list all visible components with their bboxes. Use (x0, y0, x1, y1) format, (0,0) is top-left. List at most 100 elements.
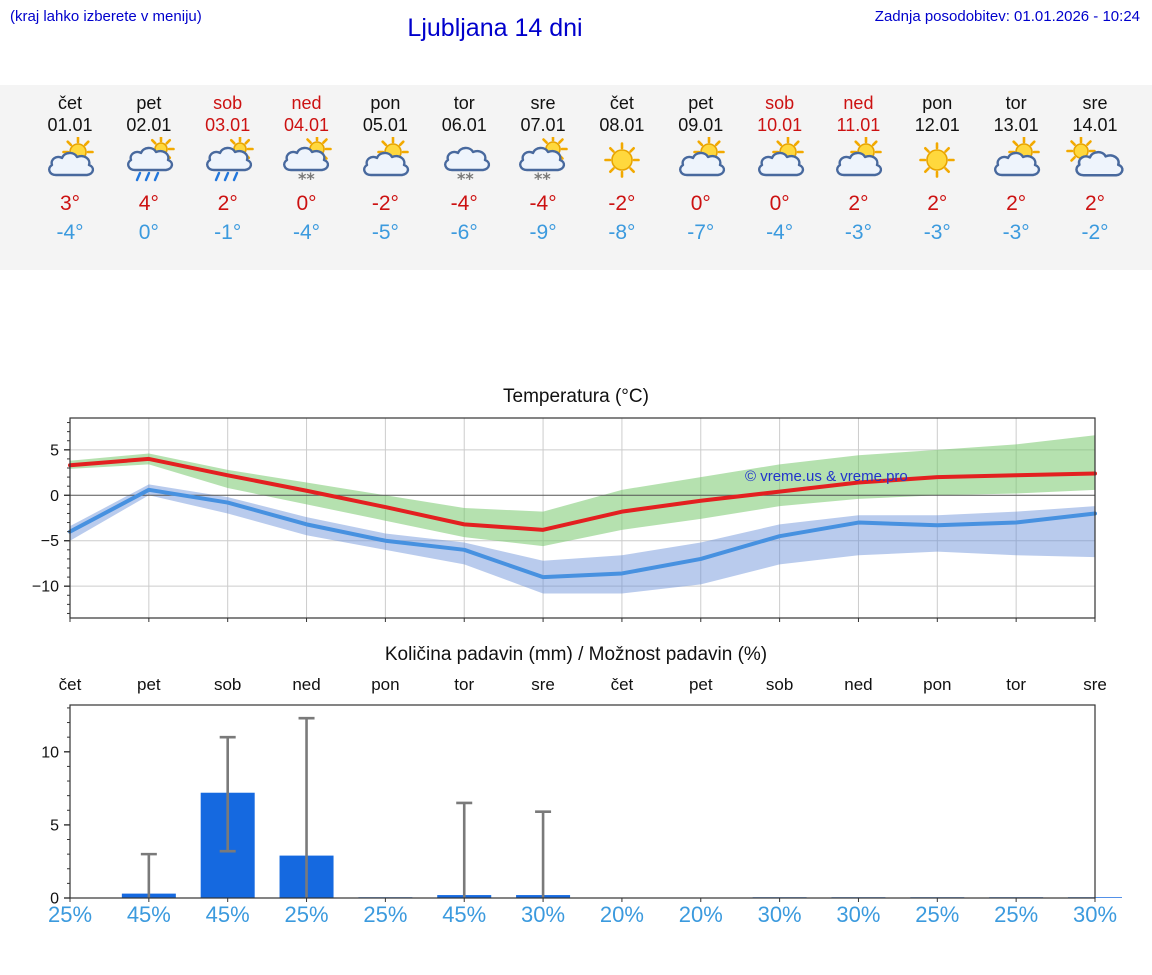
precip-day-label: ned (844, 675, 873, 694)
precipitation-chart: 0 5 10 (41, 704, 1122, 906)
forecast-day: tor 06.01 ** -4° -6° (423, 85, 505, 246)
sunny-icon (581, 137, 663, 189)
precip-probability: 30% (1072, 902, 1118, 927)
forecast-day: pon 05.01 -2° -5° (344, 85, 426, 246)
day-high-temp: 0° (769, 192, 790, 215)
partly-cloudy-icon (660, 136, 742, 189)
forecast-day: sob 03.01 2° -1° (187, 85, 269, 246)
precip-day-label: pet (688, 675, 713, 694)
day-low-temp: -9° (529, 221, 557, 244)
day-name: tor (1005, 93, 1027, 113)
precip-day-label: sre (1083, 675, 1107, 694)
precip-probability-row: 25% 45% 45% 25% 25% 45% 30% 20% 20% 30% 30% 25% 25% 3… (0, 902, 1152, 932)
day-date: 11.01 (836, 115, 881, 135)
day-high-temp: 2° (848, 192, 869, 215)
forecast-day: ned 11.01 2° -3° (817, 85, 899, 246)
forecast-day: sre 07.01 ** -4° -9° (502, 85, 584, 246)
day-date: 14.01 (1072, 115, 1118, 135)
svg-text:5: 5 (50, 442, 59, 459)
watermark: © vreme.us & vreme.pro (745, 468, 908, 485)
temperature-chart: 5 0 −5 −10 (32, 417, 1097, 622)
day-name: sre (1082, 93, 1108, 113)
forecast-day: pet 09.01 0° -7° (660, 85, 742, 246)
precip-probability: 25% (994, 902, 1039, 927)
day-date: 03.01 (205, 115, 251, 135)
day-high-temp: 2° (217, 192, 238, 215)
partly-cloudy-icon (975, 136, 1057, 189)
day-low-temp: -3° (844, 221, 872, 244)
day-date: 05.01 (362, 115, 408, 135)
snow-sun-icon: ** (502, 134, 584, 189)
precip-day-label: sob (765, 675, 794, 694)
cloudy-icon (1054, 136, 1136, 189)
day-low-temp: 0° (138, 221, 159, 244)
sunny-icon (896, 137, 978, 189)
svg-text:0: 0 (50, 891, 59, 906)
forecast-day: pet 02.01 4° 0° (108, 85, 190, 246)
svg-text:**: ** (298, 169, 315, 187)
partly-cloudy-icon (344, 136, 426, 189)
day-high-temp: 4° (138, 192, 159, 215)
day-date: 04.01 (284, 115, 330, 135)
precip-probability: 45% (205, 902, 250, 927)
day-low-temp: -3° (1002, 221, 1030, 244)
temperature-chart-title: Temperatura (°C) (503, 386, 649, 407)
partly-cloudy-icon (817, 136, 899, 189)
forecast-day: pon 12.01 2° -3° (896, 85, 978, 246)
day-date: 06.01 (441, 115, 487, 135)
day-high-temp: 0° (296, 192, 317, 215)
forecast-day: sob 10.01 0° -4° (739, 85, 821, 246)
menu-note: (kraj lahko izberete v meniju) (10, 8, 202, 25)
svg-text:5: 5 (50, 817, 59, 834)
day-high-temp: -4° (529, 192, 557, 215)
precip-day-labels: čet pet sob ned pon tor sre čet pet sob ned pon tor s… (0, 675, 1152, 699)
day-name: čet (609, 93, 634, 113)
precip-probability: 25% (47, 902, 93, 927)
day-low-temp: -3° (923, 221, 951, 244)
precip-day-label: tor (1006, 675, 1027, 694)
forecast-day: čet 08.01 -2° -8° (581, 85, 663, 246)
day-date: 13.01 (993, 115, 1039, 135)
day-date: 09.01 (678, 115, 724, 135)
precip-probability: 30% (521, 902, 566, 927)
forecast-day: tor 13.01 2° -3° (975, 85, 1057, 246)
day-low-temp: -7° (687, 221, 715, 244)
day-name: pet (688, 93, 714, 113)
day-name: pon (922, 93, 953, 113)
day-name: čet (57, 93, 82, 113)
precip-day-label: pon (371, 675, 400, 694)
precip-probability: 20% (678, 902, 723, 927)
day-date: 07.01 (520, 115, 566, 135)
day-name: sre (530, 93, 556, 113)
forecast-day: čet 01.01 3° -4° (29, 85, 111, 246)
precip-probability: 25% (363, 902, 408, 927)
day-low-temp: -5° (371, 221, 399, 244)
day-date: 10.01 (757, 115, 803, 135)
precip-day-label: sob (213, 675, 242, 694)
day-low-temp: -2° (1081, 221, 1109, 244)
day-low-temp: -4° (56, 221, 84, 244)
day-low-temp: -1° (214, 221, 242, 244)
day-low-temp: -4° (292, 221, 321, 244)
rain-icon (187, 135, 269, 189)
day-date: 12.01 (914, 115, 960, 135)
precip-probability: 30% (757, 902, 802, 927)
precip-day-label: tor (454, 675, 475, 694)
day-low-temp: -4° (766, 221, 794, 244)
day-name: sob (765, 93, 795, 113)
precip-probability: 20% (599, 902, 644, 927)
day-low-temp: -6° (450, 221, 478, 244)
svg-text:−5: −5 (41, 533, 59, 550)
precip-day-label: čet (610, 675, 634, 694)
precip-probability: 25% (284, 902, 329, 927)
last-update-label: Zadnja posodobitev: 01.01.2026 - 10:24 (874, 8, 1140, 25)
svg-text:0: 0 (50, 488, 59, 505)
day-name: sob (213, 93, 243, 113)
day-high-temp: 2° (927, 192, 948, 215)
svg-text:10: 10 (41, 744, 59, 761)
day-name: pon (370, 93, 401, 113)
page-title: Ljubljana 14 dni (407, 14, 583, 42)
precip-day-label: pon (923, 675, 952, 694)
day-name: ned (291, 93, 322, 113)
day-high-temp: -2° (371, 192, 399, 215)
